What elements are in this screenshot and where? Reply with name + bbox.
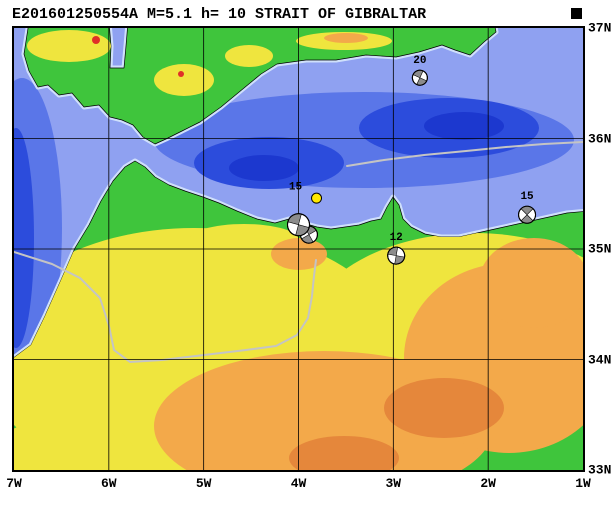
- lon-label-2w: 2W: [480, 476, 496, 491]
- depth-label: 20: [413, 55, 426, 67]
- elevation-patch: [154, 64, 214, 96]
- lat-label-36n: 36N: [588, 131, 612, 146]
- elevation-patch: [479, 238, 583, 328]
- boundary-line-east: [346, 141, 583, 167]
- elevation-peak: [178, 71, 184, 77]
- graticule: [14, 28, 583, 470]
- boundary-line-west: [14, 251, 317, 363]
- map-frame: 20 15 12 15: [12, 26, 585, 472]
- lat-label-35n: 35N: [588, 241, 612, 257]
- beachball-outline: [517, 205, 537, 224]
- lon-label-6w: 6W: [100, 476, 117, 491]
- map-title: E201601250554A M=5.1 h= 10 STRAIT OF GIB…: [12, 6, 427, 23]
- lon-label-7w: 7W: [6, 476, 22, 491]
- deepest-basin: [229, 155, 299, 181]
- elevation-patch: [271, 238, 327, 270]
- elevation-patch: [384, 378, 504, 438]
- focal-mechanism-layer: 20 15 12 15: [286, 55, 537, 265]
- elevation-patch: [14, 418, 134, 470]
- lon-label-1w: 1W: [575, 476, 591, 491]
- beachball-outline: [387, 246, 406, 265]
- beachball: [286, 213, 311, 237]
- lon-label-4w: 4W: [290, 476, 307, 491]
- corner-mark: [571, 8, 582, 19]
- depth-label: 15: [520, 191, 534, 203]
- elevation-patch: [189, 224, 299, 256]
- lon-label-3w: 3W: [385, 476, 402, 491]
- beachball: [517, 205, 537, 224]
- elevation-patch: [225, 45, 273, 67]
- lon-label-5w: 5W: [195, 476, 212, 491]
- depth-label: 15: [289, 182, 303, 194]
- depth-label: 12: [390, 232, 403, 244]
- map-canvas: 20 15 12 15: [14, 28, 583, 470]
- focal-mechanism: 20: [411, 55, 428, 86]
- focal-mechanism: 12: [387, 232, 406, 265]
- lat-label-33n: 33N: [588, 462, 612, 478]
- lat-label-34n: 34N: [588, 352, 612, 367]
- boundary-lines: [14, 141, 583, 363]
- deepest-basin: [424, 112, 504, 140]
- elevation-patch: [27, 30, 111, 62]
- focal-mechanism: 15: [286, 182, 311, 237]
- bathymetry-shading: [14, 78, 574, 378]
- elevation-patch: [324, 33, 368, 43]
- beachball-outline: [411, 69, 428, 86]
- iberia-terrain-detail: [27, 30, 392, 96]
- deeper-basin: [14, 128, 34, 348]
- epicenter-marker: [311, 192, 323, 204]
- focal-mechanism: 15: [517, 191, 537, 224]
- elevation-patch: [289, 436, 399, 470]
- maghreb-terrain-detail: [14, 224, 583, 470]
- lat-label-37n: 37N: [588, 20, 612, 36]
- beachball: [387, 246, 406, 265]
- beachball: [411, 69, 428, 86]
- elevation-peak: [92, 36, 100, 44]
- beachball-outline: [286, 213, 311, 237]
